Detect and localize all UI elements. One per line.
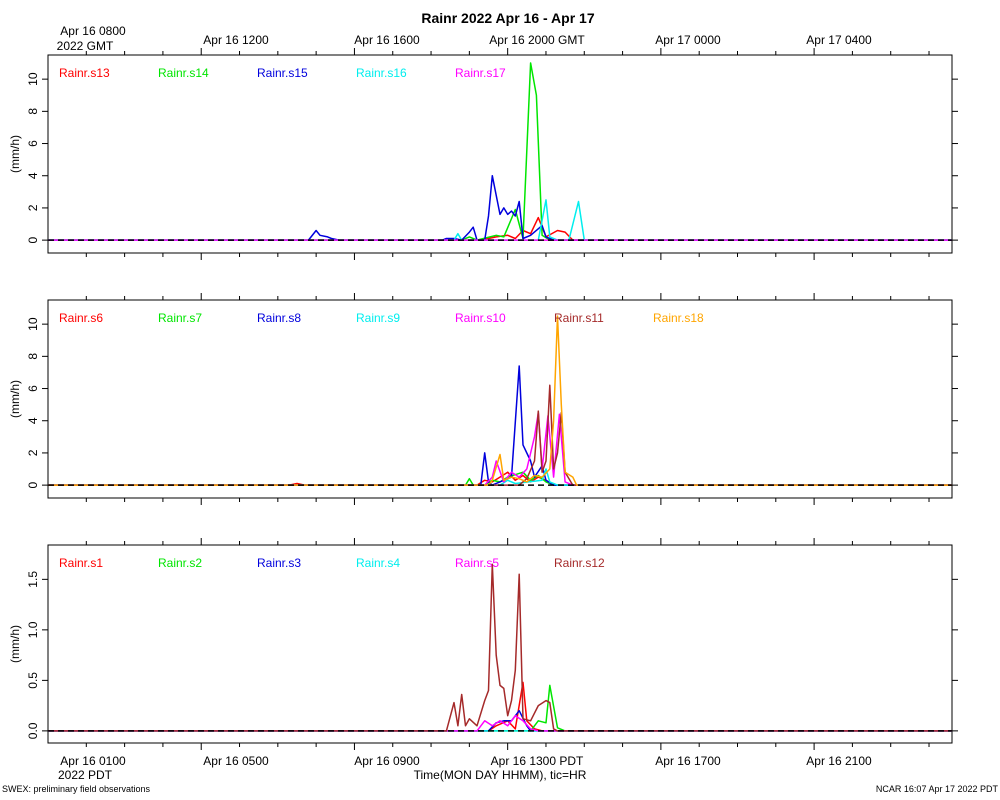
panel-frame [47,544,953,744]
top-axis-label: Apr 16 2000 GMT [489,33,585,47]
legend-entry: Rainr.s15 [257,66,308,80]
bottom-axis-label: Apr 16 1700 [655,754,721,768]
legend-entry: Rainr.s7 [158,311,202,325]
y-tick-label: 2 [26,204,40,211]
series-line-rainr-s14 [48,62,952,241]
series-line-rainr-s12 [48,563,952,732]
legend-entry: Rainr.s6 [59,311,103,325]
top-time-axis: Apr 16 0800 2022 GMT Apr 16 1200 Apr 16 … [57,24,872,53]
y-tick-label: 10 [26,72,40,86]
series-line-rainr-s5 [48,714,952,732]
y-tick-label: 4 [26,172,40,179]
bottom-axis-label: Apr 16 0500 [203,754,269,768]
legend-entry: Rainr.s13 [59,66,110,80]
bottom-axis-label: Apr 16 2100 [806,754,872,768]
y-axis-label: (mm/h) [8,380,22,418]
bottom-time-axis: Apr 16 0100 Apr 16 0500 Apr 16 0900 Apr … [58,754,872,782]
panel-1: 0 2 4 6 8 10 (mm/h) Rainr.s13 Rainr.s14 Rainr.s15… [8,48,958,260]
y-tick-label: 2 [26,449,40,456]
legend-entry: Rainr.s4 [356,556,400,570]
bottom-axis-year-label: 2022 PDT [58,768,113,782]
legend-entry: Rainr.s11 [554,311,604,325]
footer-right-note: NCAR 16:07 Apr 17 2022 PDT [876,784,999,794]
y-axis-label: (mm/h) [8,625,22,663]
x-axis-title: Time(MON DAY HHMM), tic=HR [414,768,587,782]
top-axis-label: Apr 16 1600 [354,33,420,47]
series-line-rainr-s8 [48,365,952,486]
top-axis-label: Apr 16 1200 [203,33,269,47]
panel-2: 0 2 4 6 8 10 (mm/h) Rainr.s6 Rainr.s7 Rainr.s8 Rai… [8,293,958,505]
series-line-rainr-s1 [48,681,952,732]
y-tick-label: 0.0 [26,722,40,739]
y-tick-label: 4 [26,417,40,424]
legend-entry: Rainr.s5 [455,556,499,570]
y-axis-label: (mm/h) [8,135,22,173]
y-tick-label: 1.0 [26,621,40,638]
series-line-rainr-s15 [48,174,952,241]
top-axis-label: Apr 17 0400 [806,33,872,47]
y-tick-label: 1.5 [26,571,40,588]
top-axis-first-label-line1: Apr 16 0800 [60,24,126,38]
panel-3: 0.0 0.5 1.0 1.5 (mm/h) Rainr.s1 Rainr.s2 Rainr.… [8,538,958,750]
series-line-rainr-s16 [48,199,952,241]
top-axis-label: Apr 17 0000 [655,33,721,47]
footer-left-note: SWEX: preliminary field observations [2,784,151,794]
legend-entry: Rainr.s16 [356,66,407,80]
y-tick-label: 8 [26,353,40,360]
legend-entry: Rainr.s10 [455,311,506,325]
legend-entry: Rainr.s14 [158,66,209,80]
legend-entry: Rainr.s3 [257,556,301,570]
series-line-rainr-s9 [48,468,952,486]
legend-entry: Rainr.s18 [653,311,704,325]
top-axis-first-label-line2: 2022 GMT [57,39,114,53]
legend-entry: Rainr.s2 [158,556,202,570]
y-tick-label: 0.5 [26,672,40,689]
legend-entry: Rainr.s17 [455,66,506,80]
panel-frame [47,299,953,499]
bottom-axis-label: Apr 16 0100 [60,754,126,768]
series-line-rainr-s10 [48,411,952,486]
y-tick-label: 8 [26,108,40,115]
y-tick-label: 6 [26,140,40,147]
series-line-rainr-s18 [48,315,952,486]
y-tick-label: 6 [26,385,40,392]
y-tick-label: 10 [26,317,40,331]
bottom-axis-label: Apr 16 0900 [354,754,420,768]
panel-frame [47,54,953,254]
series-line-rainr-s7 [48,471,952,486]
series-line-rainr-s6 [48,471,952,486]
legend-entry: Rainr.s9 [356,311,400,325]
bottom-axis-label: Apr 16 1300 PDT [491,754,584,768]
legend-entry: Rainr.s8 [257,311,301,325]
y-tick-label: 0 [26,481,40,488]
y-tick-label: 0 [26,236,40,243]
legend-entry: Rainr.s12 [554,556,605,570]
chart-title: Rainr 2022 Apr 16 - Apr 17 [421,10,594,26]
series-line-rainr-s13 [48,216,952,241]
legend-entry: Rainr.s1 [59,556,103,570]
